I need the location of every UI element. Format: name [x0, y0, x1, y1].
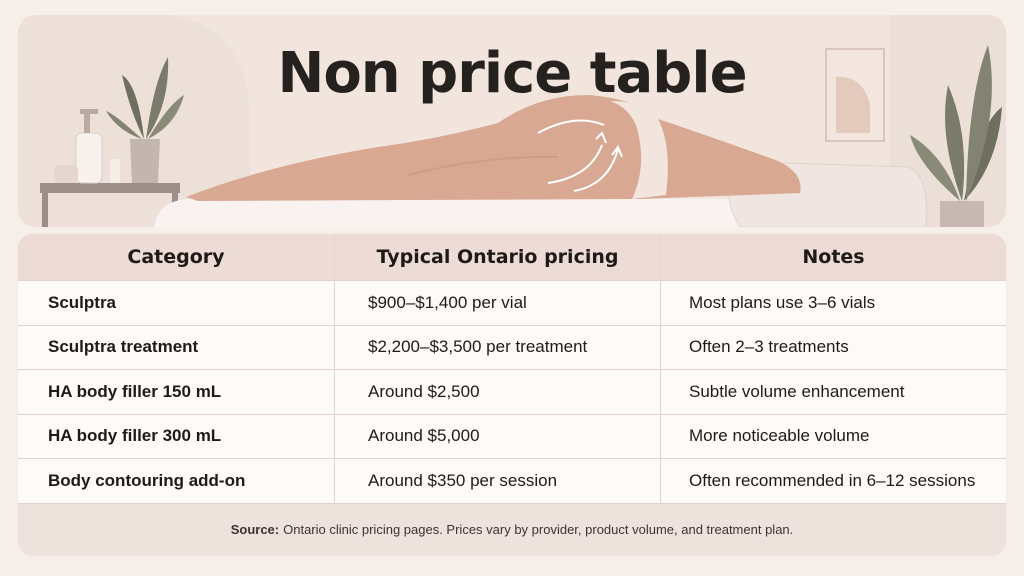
category-cell: Body contouring add-on [18, 459, 335, 504]
table-row: Body contouring add-on Around $350 per s… [18, 459, 1006, 504]
arrowhead-icon [595, 131, 607, 144]
source-text: Ontario clinic pricing pages. Prices var… [283, 521, 794, 537]
small-bottle [110, 159, 120, 183]
plant-leaf [910, 135, 960, 201]
category-cell: HA body filler 300 mL [18, 414, 335, 459]
plant-leaf [106, 111, 142, 139]
cream-jar [54, 165, 78, 183]
table-row: Sculptra $900–$1,400 per vial Most plans… [18, 281, 1006, 326]
wall-art-shape [836, 76, 870, 133]
plant-leaf [146, 57, 169, 139]
notes-cell: More noticeable volume [661, 414, 1006, 459]
body-contour-line [407, 155, 559, 176]
plant-pot [940, 201, 984, 227]
pricing-cell: Around $350 per session [335, 459, 661, 504]
notes-cell: Subtle volume enhancement [661, 370, 1006, 415]
notes-cell: Often recommended in 6–12 sessions [661, 459, 1006, 504]
arrowhead-icon [611, 144, 623, 158]
source-label: Source: [230, 521, 280, 537]
notes-cell: Often 2–3 treatments [661, 325, 1006, 370]
category-cell: Sculptra treatment [18, 325, 335, 370]
category-cell: HA body filler 150 mL [18, 370, 335, 415]
table-row: HA body filler 150 mL Around $2,500 Subt… [18, 370, 1006, 415]
category-cell: Sculptra [18, 281, 335, 326]
lotion-bottle [75, 132, 103, 184]
table-header-row: Category Typical Ontario pricing Notes [18, 234, 1006, 281]
header-pricing: Typical Ontario pricing [335, 234, 661, 281]
massage-bed [154, 199, 784, 227]
hip-towel [610, 101, 668, 199]
pricing-cell: Around $5,000 [335, 414, 661, 459]
price-table-grid: Category Typical Ontario pricing Notes S… [18, 234, 1006, 504]
table-row: Sculptra treatment $2,200–$3,500 per tre… [18, 325, 1006, 370]
hero-banner: Non price table [18, 15, 1006, 227]
spa-illustration [18, 15, 1006, 227]
body-figure [186, 95, 801, 201]
plant-leaf [945, 85, 965, 201]
notes-cell: Most plans use 3–6 vials [661, 281, 1006, 326]
side-table-top [40, 183, 180, 193]
pricing-cell: $900–$1,400 per vial [335, 281, 661, 326]
pricing-cell: $2,200–$3,500 per treatment [335, 325, 661, 370]
pump-head [80, 109, 98, 114]
page-title: Non price table [277, 41, 747, 106]
plant-leaf [122, 75, 144, 139]
plant-leaf [966, 45, 992, 201]
lift-arrow-icon [537, 119, 605, 134]
vase [130, 139, 160, 183]
pricing-cell: Around $2,500 [335, 370, 661, 415]
lift-arrow-icon [547, 144, 603, 184]
side-table-leg [42, 193, 48, 227]
price-table: Category Typical Ontario pricing Notes S… [18, 234, 1006, 556]
plant-leaf [148, 95, 184, 139]
pump-stem [84, 111, 90, 133]
source-note: Source: Ontario clinic pricing pages. Pr… [18, 502, 1006, 556]
table-row: HA body filler 300 mL Around $5,000 More… [18, 414, 1006, 459]
header-notes: Notes [661, 234, 1006, 281]
lift-arrow-icon [573, 148, 619, 192]
header-category: Category [18, 234, 335, 281]
